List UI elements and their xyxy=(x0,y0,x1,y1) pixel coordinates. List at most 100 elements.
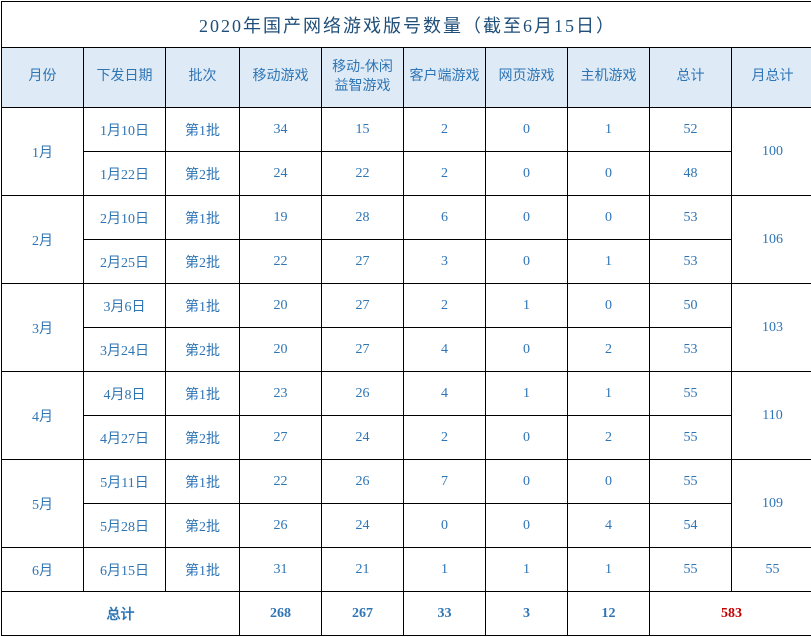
value-cell: 1 xyxy=(486,284,568,328)
batch-cell: 第1批 xyxy=(166,372,240,416)
month-cell: 1月 xyxy=(2,108,84,196)
value-cell: 22 xyxy=(240,240,322,284)
month-total-cell: 103 xyxy=(732,284,811,372)
table-row: 1月22日第2批242220048 xyxy=(2,152,811,196)
value-cell: 0 xyxy=(486,152,568,196)
month-cell: 2月 xyxy=(2,196,84,284)
col-console: 主机游戏 xyxy=(568,48,650,108)
value-cell: 26 xyxy=(240,504,322,548)
value-cell: 24 xyxy=(240,152,322,196)
date-cell: 3月6日 xyxy=(84,284,166,328)
grand-mobile-casual: 267 xyxy=(322,592,404,636)
value-cell: 4 xyxy=(404,372,486,416)
value-cell: 53 xyxy=(650,240,732,284)
date-cell: 3月24日 xyxy=(84,328,166,372)
value-cell: 54 xyxy=(650,504,732,548)
header-row: 月份 下发日期 批次 移动游戏 移动-休闲 益智游戏 客户端游戏 网页游戏 主机… xyxy=(2,48,811,108)
grand-console: 12 xyxy=(568,592,650,636)
value-cell: 50 xyxy=(650,284,732,328)
table-row: 3月3月6日第1批202721050103 xyxy=(2,284,811,328)
value-cell: 55 xyxy=(650,416,732,460)
table-row: 5月5月11日第1批222670055109 xyxy=(2,460,811,504)
value-cell: 0 xyxy=(486,416,568,460)
value-cell: 1 xyxy=(568,108,650,152)
value-cell: 0 xyxy=(486,108,568,152)
batch-cell: 第1批 xyxy=(166,108,240,152)
table-row: 4月4月8日第1批232641155110 xyxy=(2,372,811,416)
value-cell: 7 xyxy=(404,460,486,504)
batch-cell: 第2批 xyxy=(166,416,240,460)
batch-cell: 第2批 xyxy=(166,240,240,284)
value-cell: 21 xyxy=(322,548,404,592)
table-row: 6月6月15日第1批31211115555 xyxy=(2,548,811,592)
col-date: 下发日期 xyxy=(84,48,166,108)
value-cell: 0 xyxy=(568,152,650,196)
date-cell: 5月28日 xyxy=(84,504,166,548)
value-cell: 28 xyxy=(322,196,404,240)
value-cell: 31 xyxy=(240,548,322,592)
value-cell: 0 xyxy=(486,328,568,372)
value-cell: 1 xyxy=(568,372,650,416)
value-cell: 2 xyxy=(404,152,486,196)
value-cell: 27 xyxy=(322,328,404,372)
date-cell: 1月10日 xyxy=(84,108,166,152)
table-title: 2020年国产网络游戏版号数量（截至6月15日） xyxy=(2,2,811,48)
value-cell: 55 xyxy=(650,548,732,592)
table-row: 4月27日第2批272420255 xyxy=(2,416,811,460)
value-cell: 22 xyxy=(240,460,322,504)
value-cell: 0 xyxy=(404,504,486,548)
month-total-cell: 100 xyxy=(732,108,811,196)
grand-client: 33 xyxy=(404,592,486,636)
batch-cell: 第2批 xyxy=(166,328,240,372)
col-client: 客户端游戏 xyxy=(404,48,486,108)
value-cell: 1 xyxy=(404,548,486,592)
grand-mobile: 268 xyxy=(240,592,322,636)
value-cell: 0 xyxy=(486,196,568,240)
value-cell: 4 xyxy=(404,328,486,372)
grand-label: 总计 xyxy=(2,592,240,636)
value-cell: 2 xyxy=(568,328,650,372)
value-cell: 27 xyxy=(322,240,404,284)
value-cell: 0 xyxy=(568,460,650,504)
batch-cell: 第1批 xyxy=(166,460,240,504)
value-cell: 1 xyxy=(486,548,568,592)
value-cell: 55 xyxy=(650,460,732,504)
month-cell: 4月 xyxy=(2,372,84,460)
value-cell: 3 xyxy=(404,240,486,284)
value-cell: 53 xyxy=(650,328,732,372)
month-total-cell: 55 xyxy=(732,548,811,592)
month-cell: 6月 xyxy=(2,548,84,592)
value-cell: 19 xyxy=(240,196,322,240)
col-month-total: 月总计 xyxy=(732,48,811,108)
value-cell: 0 xyxy=(486,240,568,284)
table-row: 5月28日第2批262400454 xyxy=(2,504,811,548)
table-row: 3月24日第2批202740253 xyxy=(2,328,811,372)
value-cell: 20 xyxy=(240,328,322,372)
month-total-cell: 109 xyxy=(732,460,811,548)
value-cell: 27 xyxy=(240,416,322,460)
value-cell: 2 xyxy=(568,416,650,460)
value-cell: 26 xyxy=(322,372,404,416)
value-cell: 1 xyxy=(568,548,650,592)
value-cell: 0 xyxy=(486,504,568,548)
table-row: 2月2月10日第1批192860053106 xyxy=(2,196,811,240)
col-mobile: 移动游戏 xyxy=(240,48,322,108)
value-cell: 6 xyxy=(404,196,486,240)
month-cell: 3月 xyxy=(2,284,84,372)
value-cell: 20 xyxy=(240,284,322,328)
col-mobile-casual: 移动-休闲 益智游戏 xyxy=(322,48,404,108)
value-cell: 52 xyxy=(650,108,732,152)
value-cell: 55 xyxy=(650,372,732,416)
batch-cell: 第1批 xyxy=(166,284,240,328)
date-cell: 4月27日 xyxy=(84,416,166,460)
month-total-cell: 110 xyxy=(732,372,811,460)
value-cell: 34 xyxy=(240,108,322,152)
table-row: 2月25日第2批222730153 xyxy=(2,240,811,284)
value-cell: 24 xyxy=(322,504,404,548)
date-cell: 2月25日 xyxy=(84,240,166,284)
col-total: 总计 xyxy=(650,48,732,108)
date-cell: 4月8日 xyxy=(84,372,166,416)
value-cell: 27 xyxy=(322,284,404,328)
value-cell: 1 xyxy=(486,372,568,416)
value-cell: 15 xyxy=(322,108,404,152)
